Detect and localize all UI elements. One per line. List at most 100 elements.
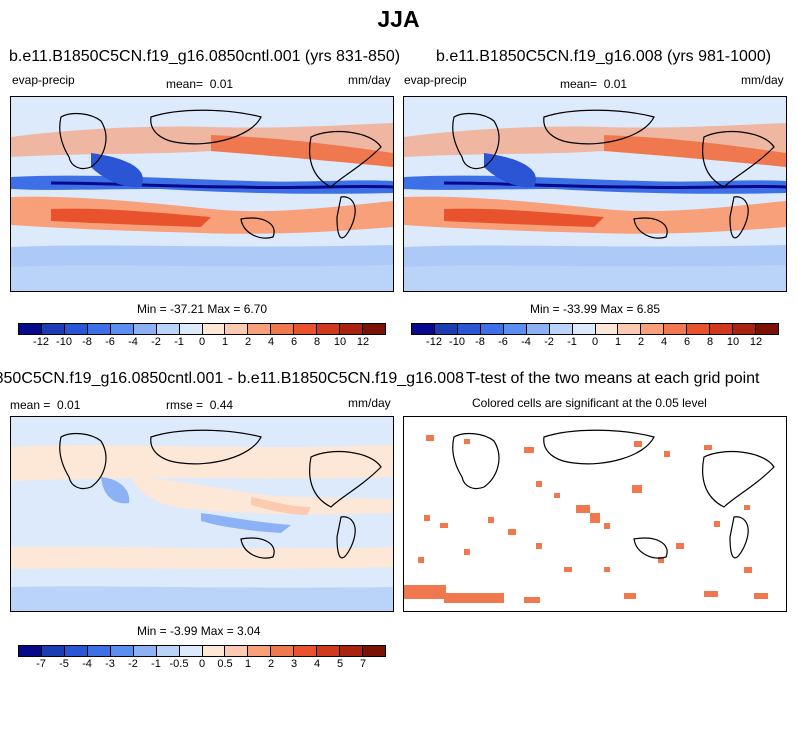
colorbar-swatch (248, 646, 272, 656)
colorbar-label: 1 (221, 336, 229, 348)
colorbar-swatch (87, 646, 111, 656)
colorbar-swatch (641, 324, 665, 334)
colorbar-label: 0 (198, 336, 206, 348)
colorbar-label: -5 (59, 658, 69, 670)
panel-b-units: mm/day (741, 73, 784, 87)
panel-c-title: b.e11.B1850C5CN.f19_g16.0850cntl.001 - b… (0, 370, 464, 387)
colorbar-label: -2 (151, 336, 161, 348)
figure-title: JJA (377, 6, 420, 32)
panel-a-field (11, 97, 393, 291)
panel-a-title: b.e11.B1850C5CN.f19_g16.0850cntl.001 (yr… (9, 48, 401, 65)
colorbar-label: -6 (105, 336, 115, 348)
colorbar-b-labels: -12 -10 -8 -6 -4 -2 -1 0 1 2 4 6 8 10 12 (411, 336, 779, 350)
panel-c-title-clip: b.e11.B1850C5CN.f19_g16.0850cntl.001 - b… (0, 370, 464, 388)
colorbar-label: 6 (683, 336, 691, 348)
colorbar-a (18, 323, 386, 335)
colorbar-label: 8 (706, 336, 714, 348)
colorbar-swatch (110, 324, 134, 334)
colorbar-label: 2 (637, 336, 645, 348)
panel-a-mean: mean= 0.01 (166, 77, 233, 91)
colorbar-swatch (340, 646, 364, 656)
colorbar-swatch (434, 324, 458, 334)
colorbar-swatch (110, 646, 134, 656)
colorbar-label: 2 (267, 658, 275, 670)
panel-c-rmse-label: rmse = (166, 398, 204, 412)
colorbar-label: -0.5 (169, 658, 189, 670)
colorbar-c (18, 645, 386, 657)
panel-d-subtitle: Colored cells are significant at the 0.0… (472, 396, 707, 410)
colorbar-swatch (340, 324, 364, 334)
colorbar-label: -6 (498, 336, 508, 348)
colorbar-swatch (225, 646, 249, 656)
panel-b-mean-value: 0.01 (603, 77, 628, 91)
panel-c-rmse: rmse = 0.44 (166, 398, 233, 412)
colorbar-label: -2 (544, 336, 554, 348)
colorbar-label: -1 (567, 336, 577, 348)
colorbar-swatch (733, 324, 757, 334)
panel-c-mean: mean = 0.01 (10, 398, 80, 412)
panel-d-field (404, 417, 786, 611)
colorbar-label: -3 (105, 658, 115, 670)
colorbar-label: 7 (359, 658, 367, 670)
colorbar-swatch (710, 324, 734, 334)
colorbar-swatch (202, 646, 226, 656)
colorbar-swatch (64, 646, 88, 656)
colorbar-label: 10 (333, 336, 347, 348)
colorbar-label: 1 (244, 658, 252, 670)
colorbar-label: 12 (356, 336, 370, 348)
colorbar-label: -10 (449, 336, 465, 348)
panel-b-mean: mean= 0.01 (560, 77, 627, 91)
panel-b-map (403, 96, 787, 292)
colorbar-label: -10 (56, 336, 72, 348)
colorbar-label: 0.5 (217, 658, 233, 670)
colorbar-swatch (41, 324, 65, 334)
colorbar-label: -4 (82, 658, 92, 670)
colorbar-label: 10 (726, 336, 740, 348)
colorbar-swatch (271, 324, 295, 334)
colorbar-swatch (412, 324, 435, 334)
colorbar-swatch (595, 324, 619, 334)
colorbar-swatch (363, 324, 385, 334)
colorbar-label: -2 (128, 658, 138, 670)
colorbar-swatch (179, 646, 203, 656)
colorbar-label: -12 (426, 336, 442, 348)
panel-c-mean-label: mean = (10, 398, 51, 412)
colorbar-label: 5 (336, 658, 344, 670)
colorbar-swatch (294, 324, 318, 334)
colorbar-swatch (19, 324, 42, 334)
colorbar-label: 2 (244, 336, 252, 348)
colorbar-label: 4 (660, 336, 668, 348)
colorbar-label: -1 (174, 336, 184, 348)
colorbar-swatch (572, 324, 596, 334)
panel-c-field (11, 417, 393, 611)
colorbar-label: -4 (128, 336, 138, 348)
colorbar-swatch (317, 324, 341, 334)
colorbar-swatch (457, 324, 481, 334)
colorbar-label: 1 (614, 336, 622, 348)
colorbar-swatch (133, 646, 157, 656)
panel-b-field (404, 97, 786, 291)
colorbar-label: 8 (313, 336, 321, 348)
colorbar-swatch (19, 646, 42, 656)
panel-b-mean-label: mean= (560, 77, 598, 91)
colorbar-swatch (87, 324, 111, 334)
panel-c-units: mm/day (348, 396, 391, 410)
colorbar-swatch (549, 324, 573, 334)
panel-c-minmax: Min = -3.99 Max = 3.04 (137, 624, 261, 638)
colorbar-label: 12 (749, 336, 763, 348)
colorbar-label: 6 (290, 336, 298, 348)
panel-c-rmse-value: 0.44 (209, 398, 234, 412)
colorbar-swatch (503, 324, 527, 334)
colorbar-swatch (618, 324, 642, 334)
colorbar-swatch (480, 324, 504, 334)
colorbar-swatch (248, 324, 272, 334)
colorbar-swatch (687, 324, 711, 334)
colorbar-swatch (294, 646, 318, 656)
panel-c-map (10, 416, 394, 612)
colorbar-swatch (664, 324, 688, 334)
colorbar-label: 0 (198, 658, 206, 670)
panel-a-variable: evap-precip (12, 73, 75, 87)
panel-a-map (10, 96, 394, 292)
colorbar-label: 3 (290, 658, 298, 670)
colorbar-swatch (179, 324, 203, 334)
